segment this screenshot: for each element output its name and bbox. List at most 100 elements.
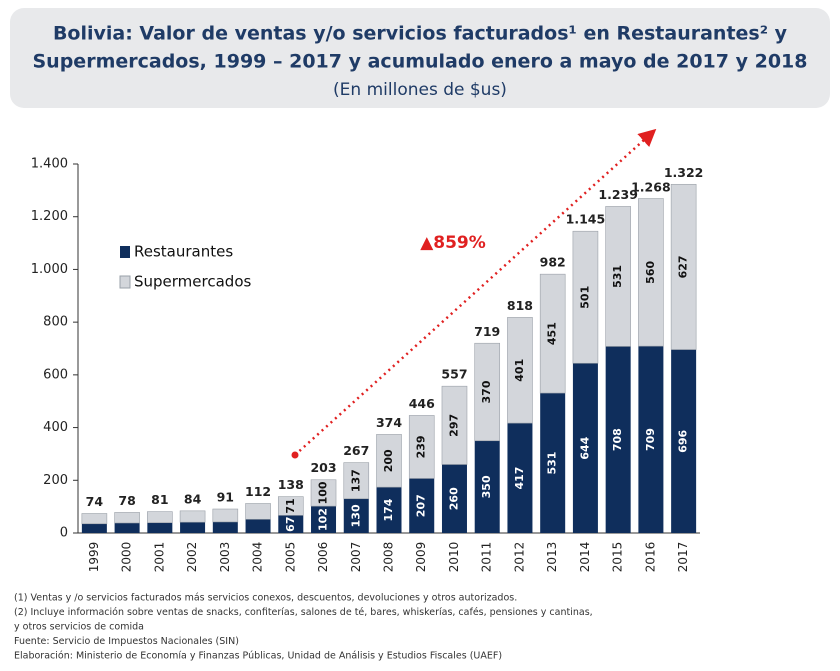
bar-segment [638,198,664,347]
bar-segment [343,462,370,500]
segment-label: 709 [644,428,657,451]
segment-label: 200 [382,449,395,472]
segment-label: 417 [513,467,526,490]
segment-label: 67 [284,517,297,532]
total-label: 557 [441,367,467,382]
bar-segment [212,521,238,533]
segment-label: 239 [415,435,428,458]
bar-segment [441,385,468,465]
footnote: y otros servicios de comida [14,622,144,633]
x-tick-label: 2005 [283,542,297,573]
segment-label: 100 [317,481,330,504]
y-tick-label: 0 [60,526,68,541]
y-tick-label: 400 [43,420,68,435]
x-tick-label: 2006 [316,542,330,573]
bar-segment [179,510,206,523]
total-label: 818 [507,298,533,313]
total-label: 1.239 [598,187,638,202]
x-tick-label: 2017 [676,542,690,573]
bar-segment [114,512,140,524]
bar-segment [147,511,173,524]
chart-subtitle: (En millones de $us) [333,80,507,100]
bar-segment [277,496,304,516]
x-tick-label: 2003 [218,542,232,573]
bar-segment [409,478,435,533]
bar-segment [441,464,467,533]
bar-segment [180,522,206,533]
bar-segment [507,317,533,424]
segment-label: 350 [480,475,493,498]
x-tick-label: 1999 [87,542,101,573]
total-label: 719 [474,324,500,339]
bar-segment [572,230,599,364]
total-label: 91 [217,490,234,505]
x-tick-label: 2004 [251,542,265,573]
bar-segment [278,515,304,533]
legend-label: Supermercados [134,273,251,291]
segment-label: 696 [677,429,690,452]
segment-label: 531 [611,265,624,288]
segment-label: 708 [611,428,624,451]
segment-label: 531 [546,452,559,475]
x-tick-label: 2009 [414,542,428,573]
bar-segment [408,415,435,479]
x-tick-label: 2008 [382,542,396,573]
total-label: 267 [343,443,369,458]
bar-segment [507,423,533,533]
total-label: 1.322 [664,165,704,180]
chart-title: Bolivia: Valor de ventas y/o servicios f… [53,23,788,45]
segment-label: 401 [513,359,526,382]
x-tick-label: 2002 [185,542,199,573]
segment-label: 644 [578,436,591,459]
x-tick-label: 2001 [152,542,166,573]
total-label: 203 [310,460,336,475]
segment-label: 71 [284,498,297,513]
footnote: (1) Ventas y /o servicios facturados más… [14,593,517,604]
x-tick-label: 2007 [349,542,363,573]
footnote: Elaboración: Ministerio de Economía y Fi… [14,651,502,662]
total-label: 78 [118,493,135,508]
y-tick-label: 1.000 [31,262,68,277]
bar-segment [605,206,631,347]
bar-segment [670,183,697,350]
bar-segment [343,498,369,533]
bar-segment [638,346,664,533]
segment-label: 137 [349,469,362,492]
bar-segment [114,522,140,533]
bar-segment [147,522,173,533]
bar-segment [311,506,337,533]
bar-segment [572,363,598,533]
segment-label: 260 [447,487,460,510]
bar-segment [212,508,239,523]
legend-swatch [119,275,131,289]
total-label: 446 [409,396,435,411]
y-tick-label: 200 [43,473,68,488]
segment-label: 627 [677,255,690,278]
segment-label: 130 [349,504,362,527]
bar-segment [539,273,566,394]
bar-segment [376,487,402,533]
x-tick-label: 2000 [120,542,134,573]
segment-label: 297 [447,414,460,437]
y-tick-label: 600 [43,367,68,382]
segment-label: 102 [317,508,330,531]
segment-label: 174 [382,498,395,521]
y-tick-label: 1.200 [31,209,68,224]
total-label: 1.145 [566,212,606,227]
bar-segment [81,523,107,533]
annotation: ▲859% [420,233,486,253]
legend-label: Restaurantes [134,243,233,261]
footnote: Fuente: Servicio de Impuestos Nacionales… [14,636,239,647]
bar-segment [376,434,402,488]
legend-swatch [120,246,130,258]
total-label: 112 [245,484,271,499]
x-tick-label: 2015 [611,542,625,573]
bar-segment [671,349,697,533]
y-tick-label: 800 [43,315,68,330]
segment-label: 451 [546,322,559,345]
x-tick-label: 2014 [578,542,592,573]
total-label: 982 [540,255,566,270]
total-label: 84 [184,491,202,506]
x-tick-label: 2012 [512,542,526,573]
